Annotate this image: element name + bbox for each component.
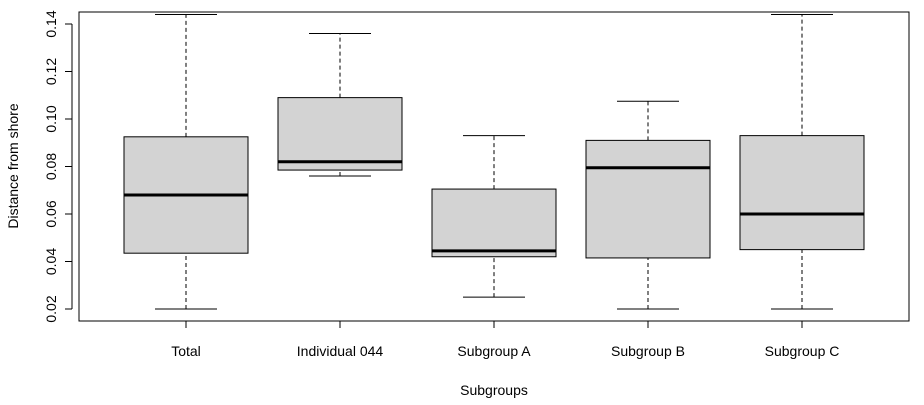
x-axis: Total Individual 044 Subgroup A Subgroup B S… — [171, 321, 839, 359]
x-tick-label: Subgroup A — [457, 343, 531, 359]
iqr-box — [585, 139, 711, 259]
iqr-box — [739, 135, 865, 251]
y-tick-label: 0.06 — [43, 200, 59, 227]
x-axis-title: Subgroups — [460, 382, 528, 398]
y-axis: 0.02 0.04 0.06 0.08 0.10 0.12 0.14 — [43, 10, 73, 323]
y-tick-label: 0.10 — [43, 105, 59, 132]
box-group — [739, 14, 865, 310]
box-group — [585, 100, 711, 310]
box-group — [123, 14, 249, 310]
iqr-box — [277, 97, 403, 171]
y-tick-label: 0.04 — [43, 248, 59, 275]
x-tick-label: Subgroup C — [765, 343, 840, 359]
iqr-box — [431, 188, 557, 258]
boxes — [123, 14, 865, 310]
y-tick-label: 0.08 — [43, 153, 59, 180]
box-group — [431, 135, 557, 298]
y-tick-label: 0.12 — [43, 58, 59, 85]
y-tick-label: 0.14 — [43, 10, 59, 37]
y-axis-title: Distance from shore — [5, 103, 21, 228]
y-tick-label: 0.02 — [43, 295, 59, 322]
x-tick-label: Individual 044 — [297, 343, 384, 359]
x-tick-label: Total — [171, 343, 201, 359]
box-group — [277, 33, 403, 177]
x-tick-label: Subgroup B — [611, 343, 685, 359]
